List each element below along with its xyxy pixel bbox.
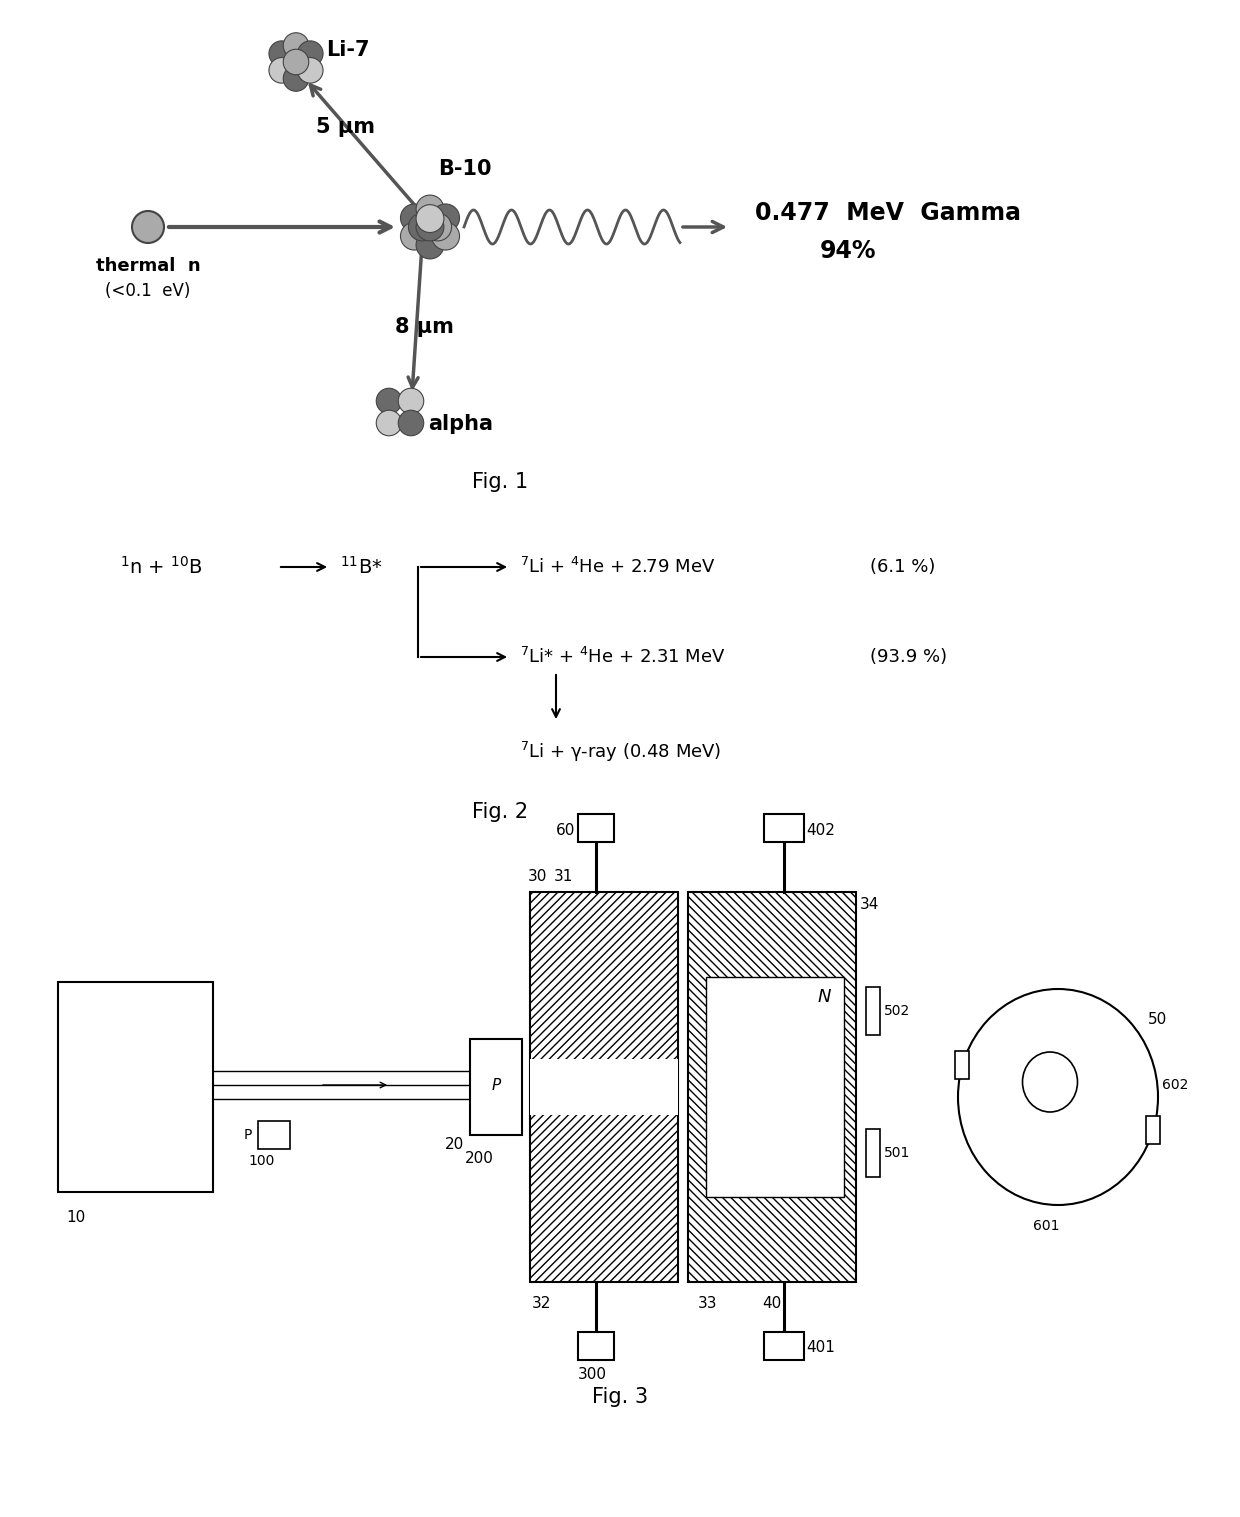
Circle shape xyxy=(131,211,164,243)
Text: P: P xyxy=(491,1077,501,1092)
Bar xyxy=(529,892,678,1282)
Circle shape xyxy=(424,212,451,241)
Text: B-10: B-10 xyxy=(438,159,491,179)
Text: 34: 34 xyxy=(861,897,879,912)
Text: $^{7}$Li + γ-ray (0.48 MeV): $^{7}$Li + γ-ray (0.48 MeV) xyxy=(520,740,722,765)
Text: 31: 31 xyxy=(554,869,573,884)
Bar xyxy=(764,1332,804,1361)
Circle shape xyxy=(398,410,424,435)
Text: $^{11}$B*: $^{11}$B* xyxy=(340,557,383,578)
Circle shape xyxy=(376,388,402,414)
Text: 50: 50 xyxy=(1148,1012,1167,1027)
Text: 602: 602 xyxy=(1162,1079,1188,1092)
Text: 5 μm: 5 μm xyxy=(315,117,374,137)
Text: alpha: alpha xyxy=(428,414,494,434)
Bar xyxy=(866,1129,880,1177)
Bar xyxy=(529,1059,678,1115)
Ellipse shape xyxy=(1023,1051,1078,1112)
Circle shape xyxy=(269,41,294,67)
Text: 401: 401 xyxy=(806,1340,835,1355)
Circle shape xyxy=(298,58,324,83)
Text: 8 μm: 8 μm xyxy=(396,317,454,337)
Bar xyxy=(1146,1117,1161,1144)
Text: 60: 60 xyxy=(556,822,575,837)
Text: (<0.1  eV): (<0.1 eV) xyxy=(105,282,191,300)
Text: 40: 40 xyxy=(763,1296,781,1311)
Bar xyxy=(470,1039,522,1135)
Text: 20: 20 xyxy=(445,1138,464,1151)
Bar xyxy=(866,988,880,1035)
Bar xyxy=(688,892,856,1282)
Circle shape xyxy=(417,196,444,223)
Bar xyxy=(58,981,213,1192)
Text: N: N xyxy=(817,988,831,1006)
Circle shape xyxy=(401,203,428,232)
Text: 300: 300 xyxy=(578,1367,608,1382)
Text: 502: 502 xyxy=(884,1004,910,1018)
Text: $^{1}$n + $^{10}$B: $^{1}$n + $^{10}$B xyxy=(120,557,202,578)
Text: 501: 501 xyxy=(884,1145,910,1161)
Circle shape xyxy=(417,212,444,241)
Text: Li-7: Li-7 xyxy=(326,39,370,61)
Text: thermal  n: thermal n xyxy=(95,256,201,275)
Circle shape xyxy=(283,65,309,91)
Text: Fig. 2: Fig. 2 xyxy=(472,802,528,822)
Text: 100: 100 xyxy=(248,1154,274,1168)
Circle shape xyxy=(417,231,444,259)
Circle shape xyxy=(298,41,324,67)
Text: 601: 601 xyxy=(1033,1220,1059,1233)
Circle shape xyxy=(417,205,444,232)
Circle shape xyxy=(432,203,460,232)
Circle shape xyxy=(398,388,424,414)
Circle shape xyxy=(376,410,402,435)
Text: 94%: 94% xyxy=(820,240,877,262)
Bar xyxy=(578,815,614,842)
Bar xyxy=(764,815,804,842)
Text: 30: 30 xyxy=(528,869,547,884)
Text: 0.477  MeV  Gamma: 0.477 MeV Gamma xyxy=(755,200,1021,225)
Text: (6.1 %): (6.1 %) xyxy=(870,558,935,576)
Text: 402: 402 xyxy=(806,822,835,837)
Circle shape xyxy=(432,221,460,250)
Text: Fig. 3: Fig. 3 xyxy=(591,1387,649,1406)
Circle shape xyxy=(401,221,428,250)
Circle shape xyxy=(283,49,309,74)
Bar xyxy=(955,1051,970,1080)
Text: P: P xyxy=(244,1129,253,1142)
Text: 200: 200 xyxy=(465,1151,494,1167)
Text: $^{7}$Li* + $^{4}$He + 2.31 MeV: $^{7}$Li* + $^{4}$He + 2.31 MeV xyxy=(520,646,725,667)
Text: 32: 32 xyxy=(532,1296,552,1311)
Text: Fig. 1: Fig. 1 xyxy=(472,472,528,492)
Circle shape xyxy=(269,58,294,83)
Bar xyxy=(706,977,844,1197)
Bar xyxy=(258,1121,290,1148)
Text: 33: 33 xyxy=(698,1296,718,1311)
Circle shape xyxy=(283,33,309,58)
Text: $^{7}$Li + $^{4}$He + 2.79 MeV: $^{7}$Li + $^{4}$He + 2.79 MeV xyxy=(520,557,715,576)
Bar xyxy=(578,1332,614,1361)
Text: (93.9 %): (93.9 %) xyxy=(870,648,947,666)
Text: 10: 10 xyxy=(66,1211,86,1226)
Ellipse shape xyxy=(959,989,1158,1204)
Circle shape xyxy=(408,212,436,241)
